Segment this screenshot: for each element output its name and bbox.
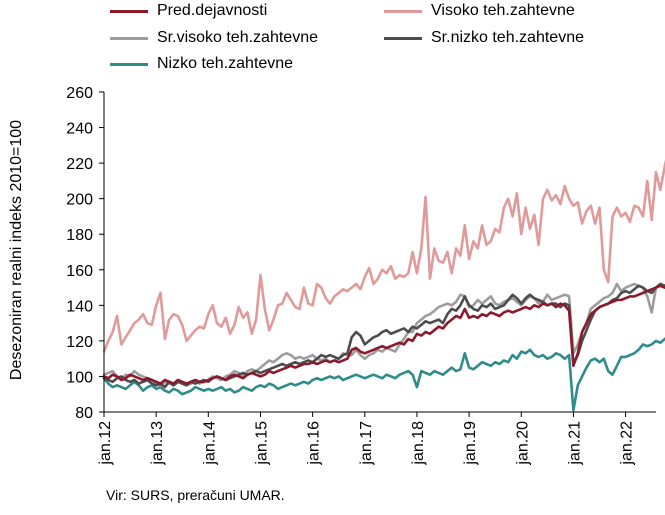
legend-swatch-sr-visoko (110, 36, 148, 40)
y-tick-label: 140 (66, 298, 93, 315)
y-tick-label: 120 (66, 334, 93, 351)
legend-swatch-visoko (384, 9, 422, 13)
legend-label-pred-dejavnosti: Pred.dejavnosti (157, 2, 268, 19)
x-tick-label: jan.14 (201, 421, 218, 466)
axis-layer: 80 100 120 140 160 180 200 220 240 260 jan.12 jan.1… (66, 85, 656, 466)
legend-swatch-sr-nizko (384, 36, 422, 40)
y-tick-label: 160 (66, 263, 93, 280)
x-tick-label: jan.22 (619, 421, 636, 466)
legend-label-nizko: Nizko teh.zahtevne (157, 55, 294, 72)
legend-item-sr-visoko: Sr.visoko teh.zahtevne (110, 29, 318, 47)
x-tick-label: jan.20 (514, 421, 531, 466)
legend-swatch-pred-dejavnosti (110, 9, 148, 13)
x-tick-label: jan.16 (306, 421, 323, 466)
legend-label-sr-visoko: Sr.visoko teh.zahtevne (157, 29, 318, 46)
y-tick-label: 180 (66, 227, 93, 244)
x-tick-label: jan.21 (566, 421, 583, 466)
legend-item-visoko: Visoko teh.zahtevne (384, 2, 575, 20)
y-axis-title: Desezoniran realni indeks 2010=100 (3, 90, 31, 410)
legend: Pred.dejavnosti Visoko teh.zahtevne Sr.v… (0, 0, 665, 80)
legend-item-nizko: Nizko teh.zahtevne (110, 55, 293, 73)
series-line-visoko-teh-zahtevne (102, 159, 665, 353)
y-tick-label: 200 (66, 192, 93, 209)
legend-label-sr-nizko: Sr.nizko teh.zahtevne (431, 29, 584, 46)
x-tick-label: jan.15 (253, 421, 270, 466)
source-note: Vir: SURS, preračuni UMAR. (106, 487, 285, 503)
x-tick-label: jan.13 (149, 421, 166, 466)
series-layer (102, 159, 665, 412)
y-tick-label: 80 (75, 405, 93, 422)
x-tick-label: jan.19 (462, 421, 479, 466)
x-tick-label: jan.12 (97, 421, 114, 466)
y-tick-label: 100 (66, 369, 93, 386)
y-tick-label: 260 (66, 85, 93, 102)
x-tick-label: jan.17 (358, 421, 375, 466)
legend-label-visoko: Visoko teh.zahtevne (431, 2, 575, 19)
x-tick-label: jan.18 (410, 421, 427, 466)
y-axis-title-text: Desezoniran realni indeks 2010=100 (8, 119, 25, 381)
legend-swatch-nizko (110, 62, 148, 66)
series-line-nizko-teh-zahtevne (102, 337, 665, 412)
legend-item-pred-dejavnosti: Pred.dejavnosti (110, 2, 267, 20)
legend-item-sr-nizko: Sr.nizko teh.zahtevne (384, 29, 584, 47)
series-line-pred-dejavnosti (102, 284, 665, 385)
y-tick-label: 220 (66, 156, 93, 173)
y-tick-label: 240 (66, 121, 93, 138)
